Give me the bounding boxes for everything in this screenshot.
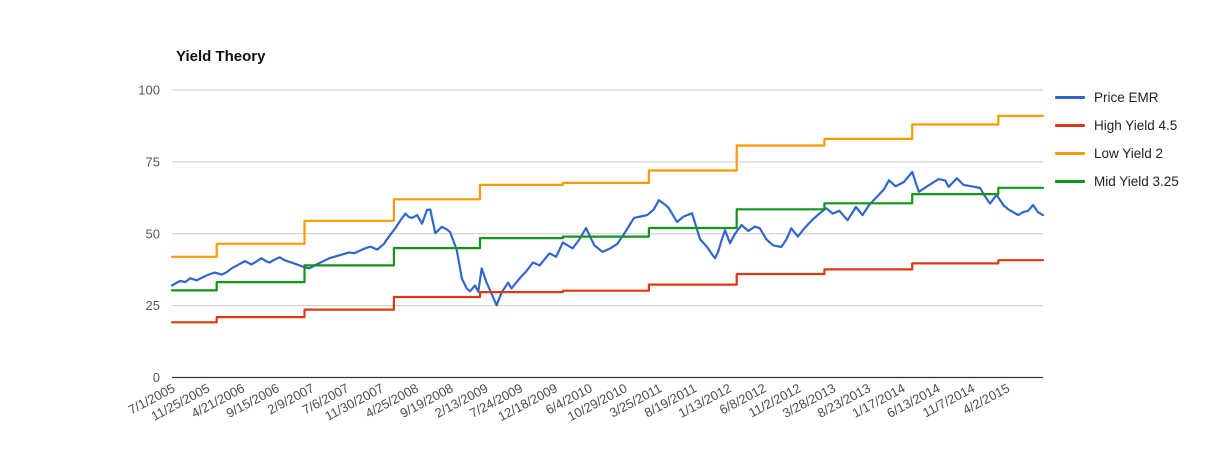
legend-item-mid-yield: Mid Yield 3.25	[1055, 167, 1179, 195]
legend-item-high-yield: High Yield 4.5	[1055, 111, 1179, 139]
series-line-mid-yield-3-25	[170, 186, 1045, 292]
legend-label: Mid Yield 3.25	[1094, 173, 1179, 189]
y-axis-label-25: 25	[146, 298, 160, 313]
legend-line-swatch-orange	[1055, 151, 1085, 155]
series-line-low-yield-2	[170, 114, 1045, 258]
legend-label: Price EMR	[1094, 89, 1159, 105]
y-axis-label-100: 100	[138, 83, 160, 98]
legend: Price EMR High Yield 4.5 Low Yield 2 Mid…	[1055, 83, 1179, 195]
y-axis-label-75: 75	[146, 154, 160, 169]
y-axis-label-0: 0	[153, 370, 160, 385]
series-line-price-emr	[170, 170, 1045, 307]
legend-label: Low Yield 2	[1094, 145, 1164, 161]
series-line-high-yield-4-5	[170, 259, 1045, 324]
legend-line-swatch-green	[1055, 179, 1085, 183]
legend-line-swatch-red	[1055, 123, 1085, 127]
chart-title: Yield Theory	[176, 48, 266, 65]
y-axis-label-50: 50	[146, 226, 160, 241]
legend-item-low-yield: Low Yield 2	[1055, 139, 1179, 167]
legend-item-price-emr: Price EMR	[1055, 83, 1179, 111]
legend-label: High Yield 4.5	[1094, 117, 1178, 133]
legend-line-swatch-blue	[1055, 95, 1085, 99]
